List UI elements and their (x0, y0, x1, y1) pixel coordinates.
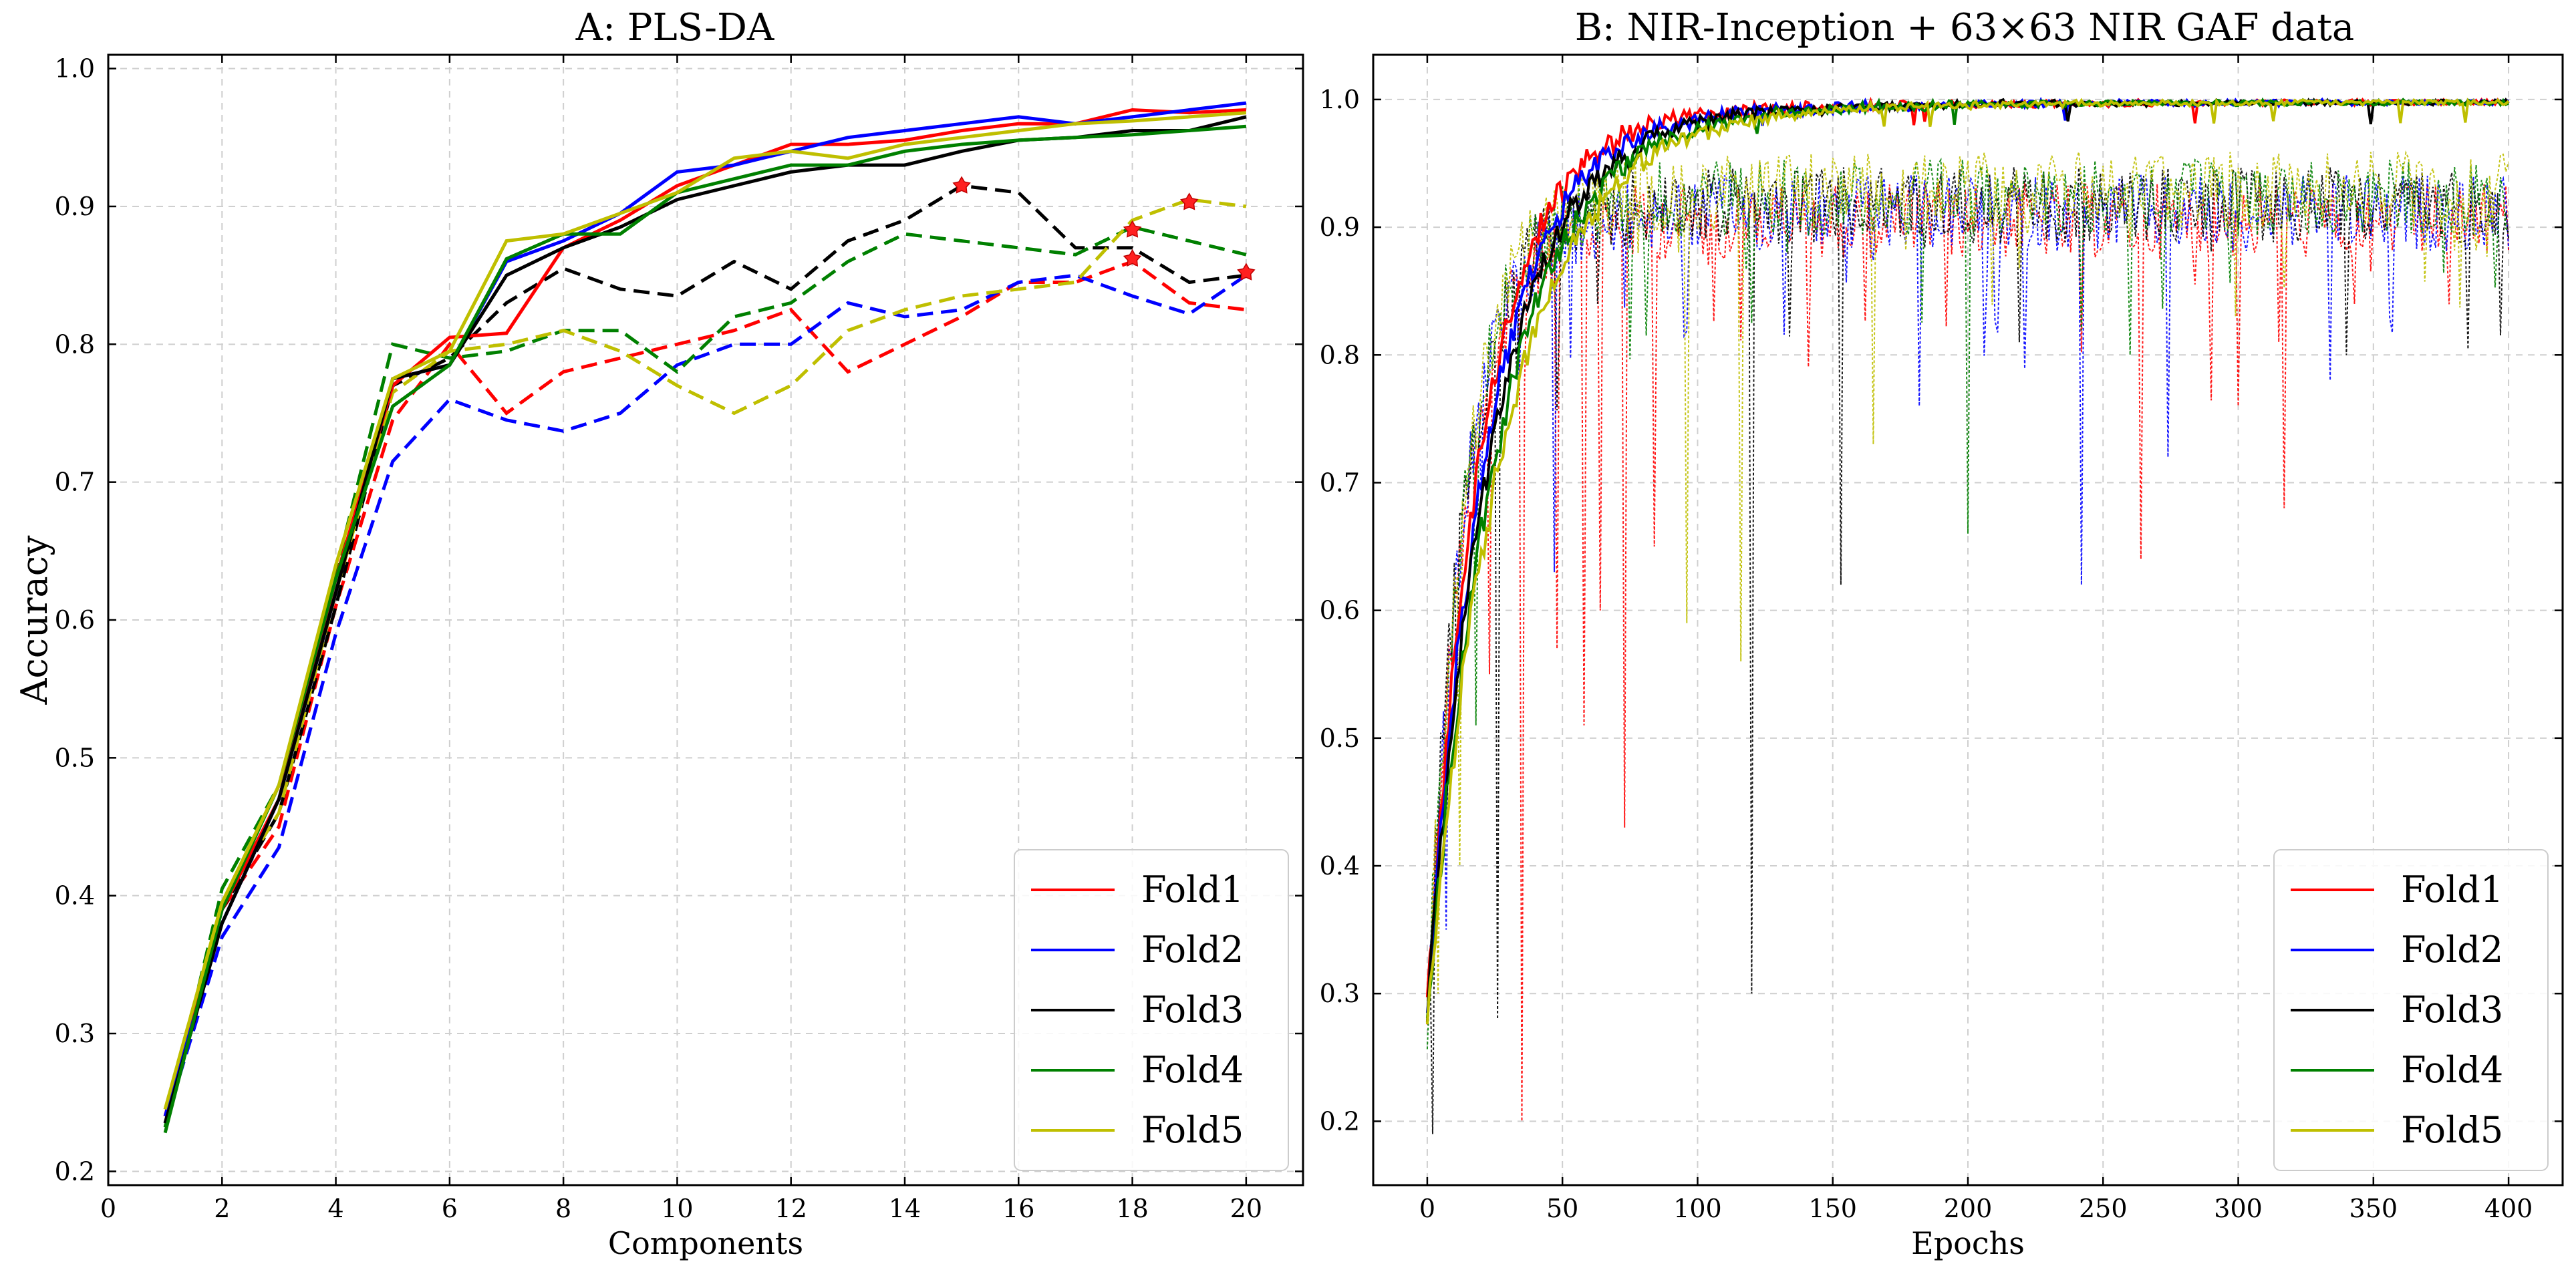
panel-b-legend-label-fold3: Fold3 (2401, 989, 2503, 1031)
panel-a-xtick-label: 4 (327, 1194, 343, 1223)
panel-b-xtick-label: 200 (1944, 1194, 1993, 1223)
panel-a-xtick-label: 10 (661, 1194, 693, 1223)
panel-a-legend-box (1014, 849, 1289, 1171)
panel-a-test-line-fold4 (163, 225, 1247, 1128)
panel-b-xtick-label: 50 (1546, 1194, 1578, 1223)
panel-b-xtick-label: 250 (2079, 1194, 2128, 1223)
panel-a-best-marker (952, 176, 971, 194)
panel-b-legend-label-fold5: Fold5 (2401, 1109, 2503, 1151)
panel-a-best-marker (1237, 263, 1256, 281)
panel-b-xtick-label: 350 (2349, 1194, 2398, 1223)
panel-a-train-line-fold5 (163, 111, 1247, 1110)
panel-b-ytick-label: 0.6 (1320, 596, 1360, 625)
panel-a-legend-label-fold3: Fold3 (1141, 989, 1244, 1031)
panel-a-legend-label-fold5: Fold5 (1141, 1109, 1244, 1151)
panel-a-ytick-label: 0.8 (55, 329, 95, 359)
panel-b-ytick-label: 0.3 (1320, 979, 1360, 1008)
panel-b-legend-box (2273, 849, 2549, 1171)
panel-a-best-marker (1123, 220, 1142, 238)
panel-a-xtick-label: 20 (1230, 1194, 1262, 1223)
panel-a-ytick-label: 0.5 (55, 743, 95, 772)
panel-a-legend-label-fold4: Fold4 (1141, 1049, 1244, 1091)
panel-a-test-line-fold3 (163, 184, 1247, 1124)
panel-b-ytick-label: 0.8 (1320, 340, 1360, 369)
panel-a-ylabel: Accuracy (13, 535, 55, 705)
panel-b-legend-label-fold2: Fold2 (2401, 929, 2503, 971)
panel-a-xtick-label: 14 (889, 1194, 921, 1223)
panel-b-xlabel: Epochs (1911, 1225, 2025, 1261)
panel-a-xtick-label: 6 (442, 1194, 458, 1223)
panel-a-best-marker (1123, 249, 1142, 267)
panel-b-xtick-label: 0 (1419, 1194, 1435, 1223)
panel-a-xtick-label: 18 (1116, 1194, 1148, 1223)
panel-b-legend-label-fold4: Fold4 (2401, 1049, 2503, 1091)
panel-a-ytick-label: 0.9 (55, 192, 95, 221)
panel-b-legend: Fold1 Fold2 Fold3 Fold4 Fold5 (2273, 849, 2549, 1171)
panel-a-xtick-label: 0 (100, 1194, 116, 1223)
panel-a-train-line-fold4 (163, 124, 1247, 1134)
panel-b-xtick-label: 400 (2484, 1194, 2533, 1223)
panel-a-ytick-label: 0.3 (55, 1019, 95, 1048)
panel-a-legend: Fold1 Fold2 Fold3 Fold4 Fold5 (1014, 849, 1289, 1171)
panel-a-best-marker (1179, 192, 1199, 210)
panel-b-ytick-label: 0.9 (1320, 212, 1360, 242)
panel-b-ytick-label: 0.7 (1320, 468, 1360, 497)
panel-a-xtick-label: 16 (1002, 1194, 1034, 1223)
panel-b-xtick-label: 150 (1808, 1194, 1857, 1223)
panel-b-xtick-label: 100 (1673, 1194, 1722, 1223)
panel-a-test-line-fold2 (163, 273, 1248, 1124)
panel-a-legend-label-fold2: Fold2 (1141, 929, 1244, 971)
panel-b-ytick-label: 0.2 (1320, 1106, 1360, 1136)
panel-a-xlabel: Components (608, 1225, 803, 1261)
panel-b: B: NIR-Inception + 63×63 NIR GAF data 0 5… (1320, 6, 2564, 1261)
panel-a-ytick-label: 0.7 (55, 468, 95, 497)
panel-a-series (163, 101, 1248, 1134)
panel-a-ytick-label: 1.0 (55, 54, 95, 84)
panel-a-ytick-label: 0.4 (55, 881, 95, 911)
panel-a: A: PLS-DA 0 2 4 6 8 10 12 14 16 18 200.20.30.40.50… (13, 6, 1304, 1261)
panel-a-title: A: PLS-DA (575, 6, 774, 49)
panel-b-ytick-label: 0.5 (1320, 724, 1360, 753)
panel-b-test-line-fold2 (1426, 174, 2510, 1017)
panel-a-best-markers (952, 176, 1256, 281)
panel-b-title: B: NIR-Inception + 63×63 NIR GAF data (1575, 6, 2355, 49)
panel-b-legend-label-fold1: Fold1 (2401, 868, 2503, 911)
panel-a-ytick-label: 0.6 (55, 605, 95, 635)
panel-b-train-line-fold5 (1425, 98, 2510, 1025)
panel-a-xtick-label: 2 (214, 1194, 230, 1223)
panel-b-test-line-fold4 (1426, 158, 2509, 1050)
panel-b-series (1425, 96, 2510, 1134)
panel-a-grid (108, 55, 1303, 1185)
panel-a-ticks: 0 2 4 6 8 10 12 14 16 18 20 0.2 0.3 0.4 0.5 0.6 0.7 0.8 0.… (55, 54, 1303, 1223)
panel-a-legend-label-fold1: Fold1 (1141, 868, 1244, 911)
panel-b-xtick-label: 300 (2214, 1194, 2263, 1223)
panel-a-xtick-label: 12 (775, 1194, 807, 1223)
panel-a-xtick-label: 8 (555, 1194, 571, 1223)
panel-b-ytick-label: 1.0 (1320, 85, 1360, 114)
panel-a-ytick-label: 0.2 (55, 1156, 95, 1186)
panel-b-ticks: 0 50 100 150 200 250 300 350 400 0.2 0.3 0.4 0.5 0.6 0… (1320, 55, 2563, 1223)
panel-b-ytick-label: 0.4 (1320, 851, 1360, 881)
